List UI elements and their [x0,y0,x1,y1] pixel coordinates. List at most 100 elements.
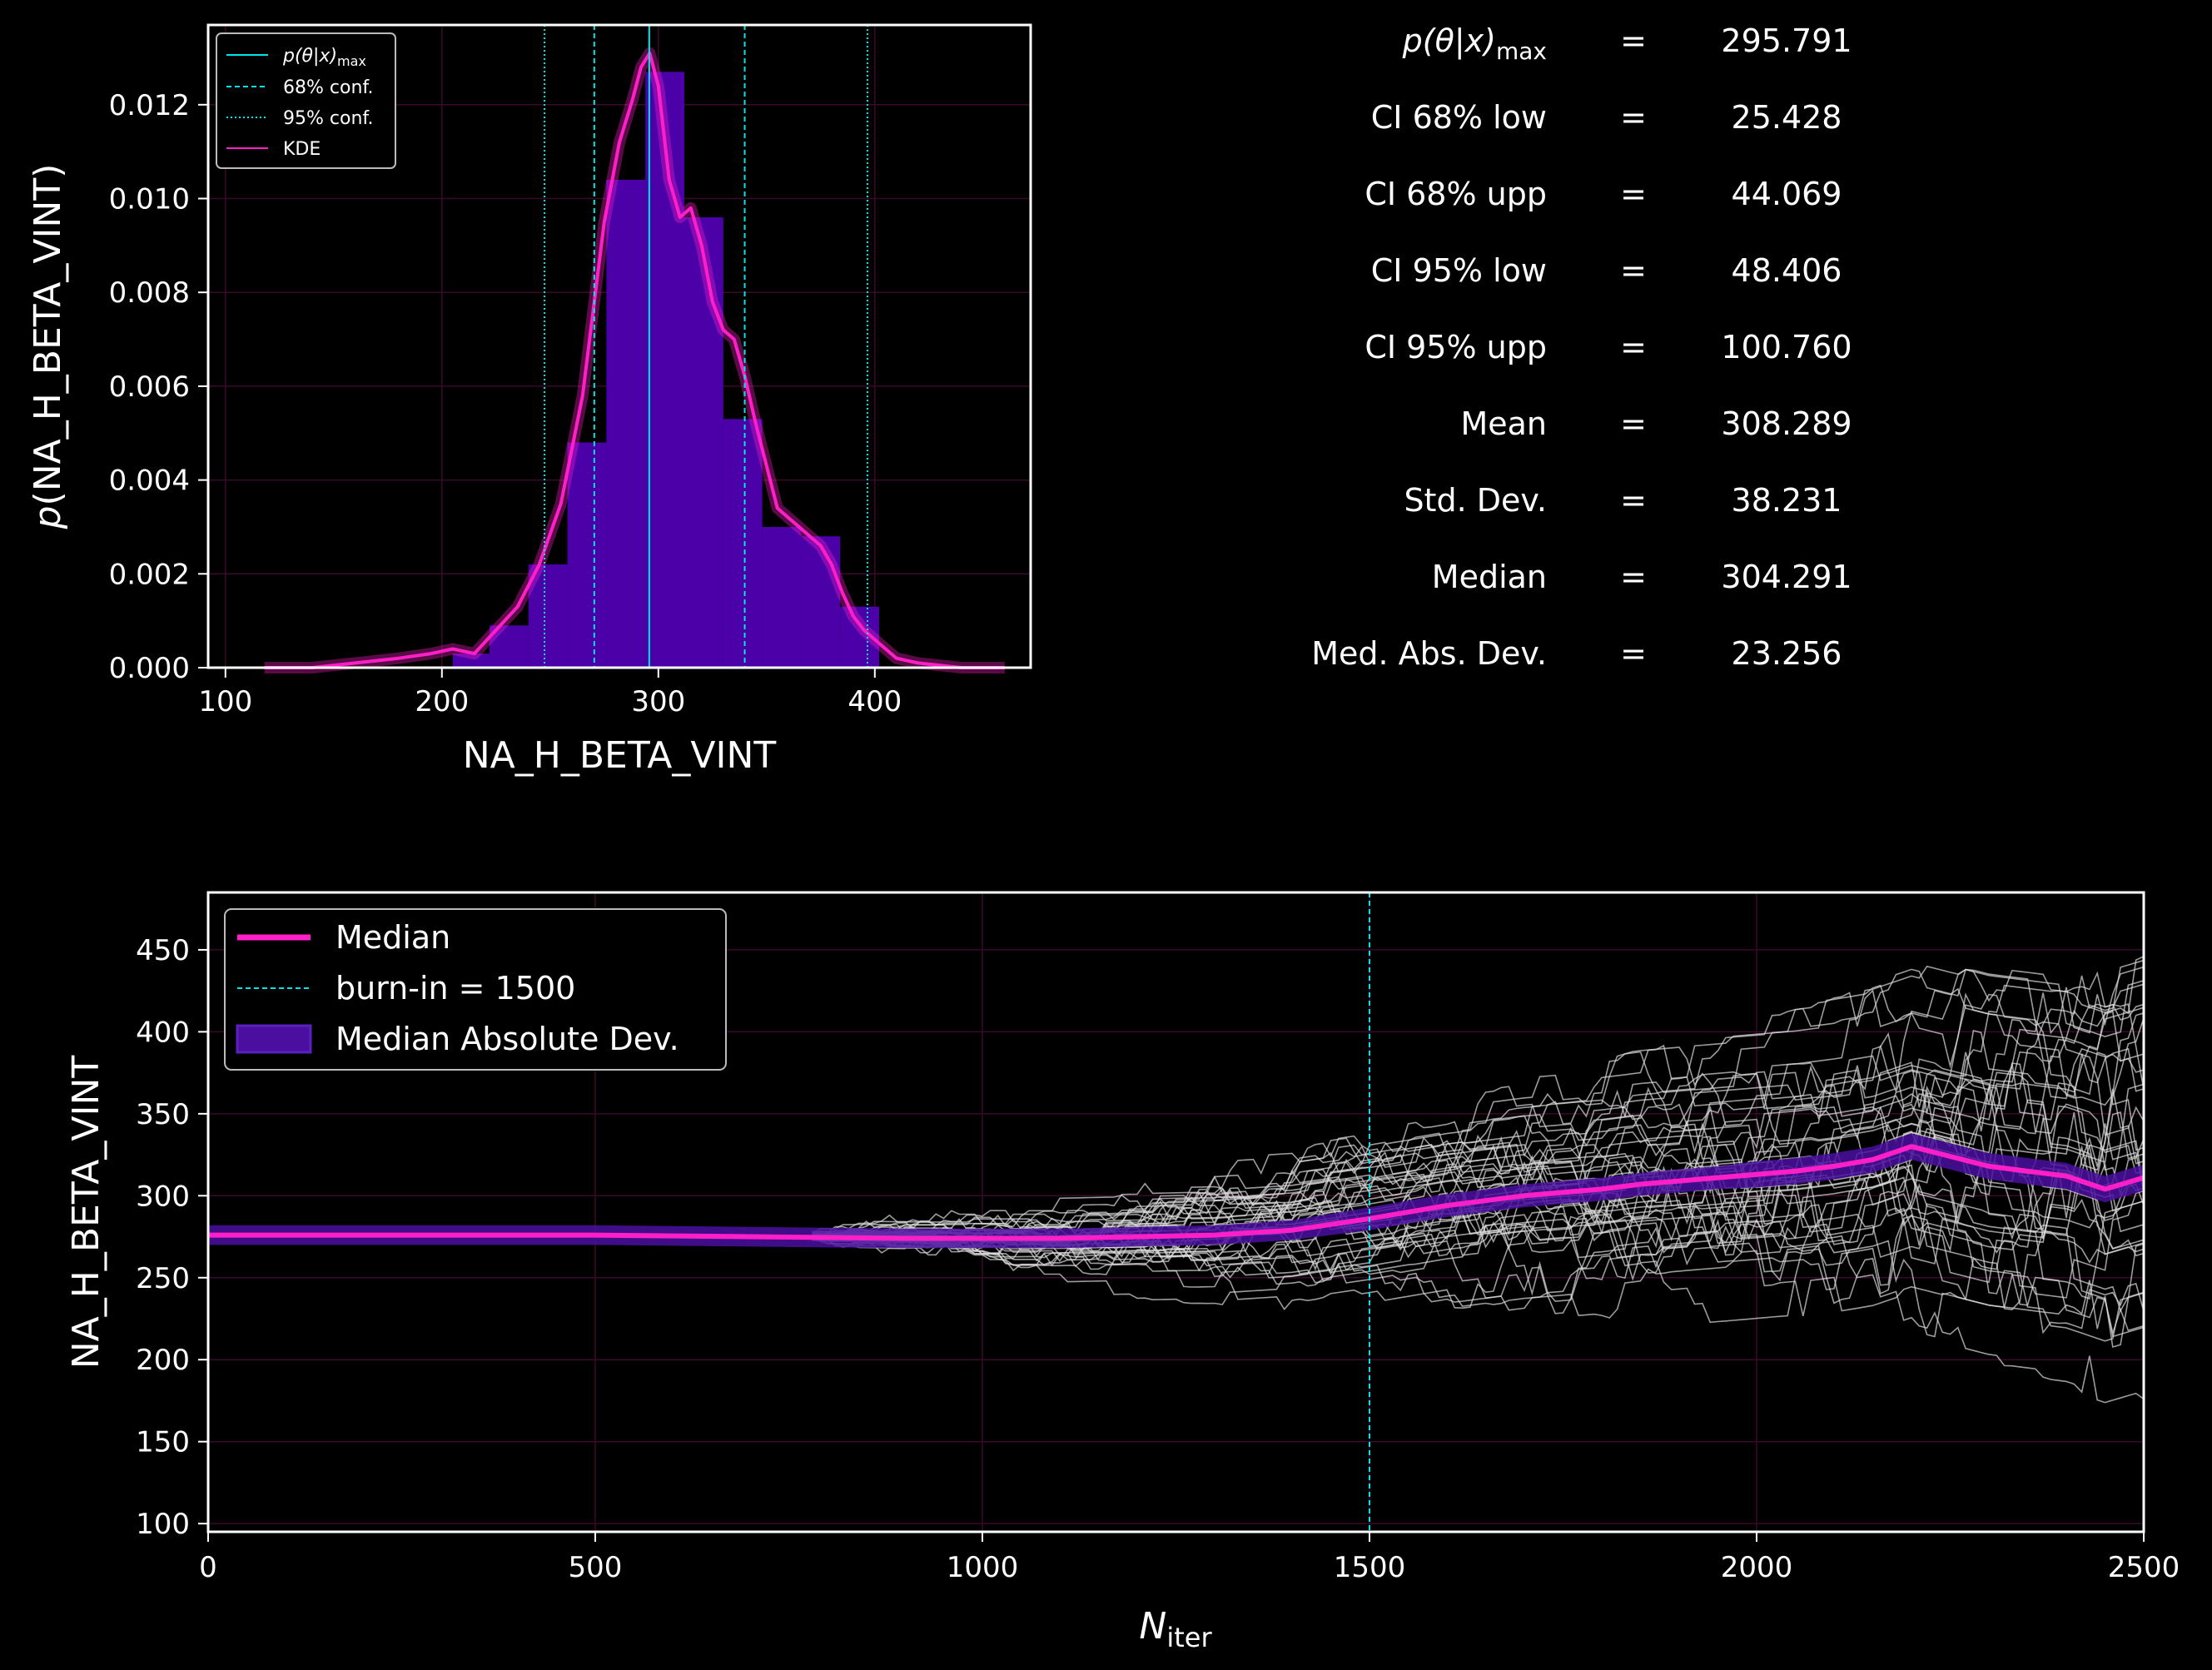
chain-5 [812,968,2145,1248]
trace-ytick-label-6: 400 [136,1016,190,1049]
hist-xtick-label-1: 200 [415,685,469,718]
hist-ytick-label-6: 0.012 [109,89,190,122]
chain-3 [812,1166,2145,1311]
stat-label-8: Med. Abs. Dev. [1311,635,1547,672]
trace-ytick-label-5: 350 [136,1098,190,1131]
stat-label-6: Std. Dev. [1404,482,1547,519]
trace-y-label: NA_H_BETA_VINT [65,1056,107,1369]
hist-ytick-label-3: 0.006 [109,370,190,404]
histogram-legend-box [216,32,396,169]
histogram-y-label: p(NA_H_BETA_VINT) [27,164,69,530]
hist-ytick-label-4: 0.008 [109,276,190,310]
stat-label-7: Median [1432,559,1547,595]
stat-label-sub-0: max [1496,37,1547,65]
legend-mad-label: Median Absolute Dev. [336,1021,679,1057]
legend-pmax-label: p(θ|x)max [282,46,366,69]
median-line-group [208,1144,2145,1241]
hist-bar-6 [684,217,723,668]
trace-panel: 0 500 1000 1500 2000 2500 100 150 200 250 300 350 4… [65,891,2180,1653]
trace-ytick-label-7: 450 [136,934,190,967]
stat-value-8: 23.256 [1732,635,1842,672]
hist-ytick-label-5: 0.010 [109,182,190,216]
legend-95-label: 95% conf. [283,108,374,129]
hist-bar-0 [452,654,490,668]
trace-x-label-sub: iter [1166,1622,1212,1653]
hist-ytick-label-2: 0.004 [109,465,190,498]
hist-xtick-label-0: 100 [198,685,252,718]
stat-value-7: 304.291 [1721,559,1852,595]
histogram-panel: 100 200 300 400 0.0000.0020.0040.0060.0080.… [27,23,1032,777]
trace-y-ticks: 100 150 200 250 300 350 400 450 [136,934,208,1541]
confidence-lines [544,25,868,668]
trace-legend: Median burn-in = 1500 Median Absolute De… [224,908,727,1071]
stat-value-1: 25.428 [1732,99,1842,136]
stat-value-6: 38.231 [1732,482,1842,519]
hist-bar-2 [528,564,568,668]
statistics-table: p(θ|x)max = 295.791 CI 68% low = 25.428 CI 68%… [1311,22,1852,672]
stat-value-3: 48.406 [1732,252,1842,289]
stat-eq-4: = [1620,329,1647,365]
stat-label-3: CI 95% low [1371,252,1547,289]
trace-xtick-label-5: 2500 [2108,1551,2180,1584]
stat-value-5: 308.289 [1721,405,1852,442]
stat-label-4: CI 95% upp [1364,329,1547,365]
hist-bar-4 [606,179,646,668]
legend-kde-label: KDE [283,139,321,160]
trace-ytick-label-2: 200 [136,1344,190,1377]
trace-x-label: Niter [1139,1605,1212,1653]
legend-mad-swatch [236,1024,312,1054]
stat-eq-0: = [1620,22,1647,59]
hist-bar-9 [801,536,841,668]
stat-value-4: 100.760 [1721,329,1852,365]
stat-label-0: p(θ|x)max [1402,22,1547,65]
histogram-x-label: NA_H_BETA_VINT [463,734,777,777]
hist-ytick-label-0: 0.000 [109,652,190,685]
hist-bar-5 [645,72,684,668]
hist-xtick-label-3: 400 [848,685,902,718]
hist-bar-8 [762,526,802,668]
trace-x-label-main: N [1139,1605,1166,1648]
stat-eq-6: = [1620,482,1647,519]
trace-ytick-label-3: 250 [136,1262,190,1295]
stat-value-0: 295.791 [1721,22,1852,59]
trace-xtick-label-2: 1000 [947,1551,1019,1584]
hist-bar-7 [723,419,763,668]
stat-eq-2: = [1620,176,1647,212]
kde-curve-group [264,47,1005,673]
legend-median-label: Median [336,919,450,956]
stat-eq-1: = [1620,99,1647,136]
stat-label-5: Mean [1460,405,1547,442]
legend-burnin-label: burn-in = 1500 [336,970,575,1006]
trace-xtick-label-0: 0 [199,1551,217,1584]
histogram-y-ticks: 0.000 0.002 0.004 0.006 0.008 0.010 0.012 [109,89,208,685]
hist-bar-3 [567,442,607,668]
legend-68-label: 68% conf. [283,77,374,98]
stat-eq-5: = [1620,405,1647,442]
histogram-y-label-text: (NA_H_BETA_VINT) [27,164,69,506]
trace-ytick-label-1: 150 [136,1426,190,1459]
histogram-axes-frame [206,23,1032,669]
histogram-y-label-prefix: p [27,505,69,529]
legend-pmax-sub: max [337,53,366,69]
trace-legend-box [224,908,727,1071]
chain-2 [812,968,2145,1242]
trace-ytick-label-4: 300 [136,1180,190,1213]
trace-xtick-label-4: 2000 [1721,1551,1793,1584]
stat-label-1: CI 68% low [1371,99,1547,136]
chain-25 [812,966,2145,1315]
trace-axes-frame [206,891,2145,1533]
stat-eq-3: = [1620,252,1647,289]
hist-xtick-label-2: 300 [631,685,685,718]
trace-x-ticks: 0 500 1000 1500 2000 2500 [199,1532,2180,1584]
legend-pmax-main: p(θ|x) [282,46,337,67]
trace-ytick-label-0: 100 [136,1508,190,1541]
stat-value-2: 44.069 [1732,176,1842,212]
trace-xtick-label-3: 1500 [1334,1551,1406,1584]
trace-xtick-label-1: 500 [569,1551,623,1584]
stat-eq-7: = [1620,559,1647,595]
stat-label-main-0: p(θ|x) [1402,22,1496,60]
histogram-legend: p(θ|x)max 68% conf. 95% conf. KDE [216,32,396,169]
hist-ytick-label-1: 0.002 [109,558,190,591]
